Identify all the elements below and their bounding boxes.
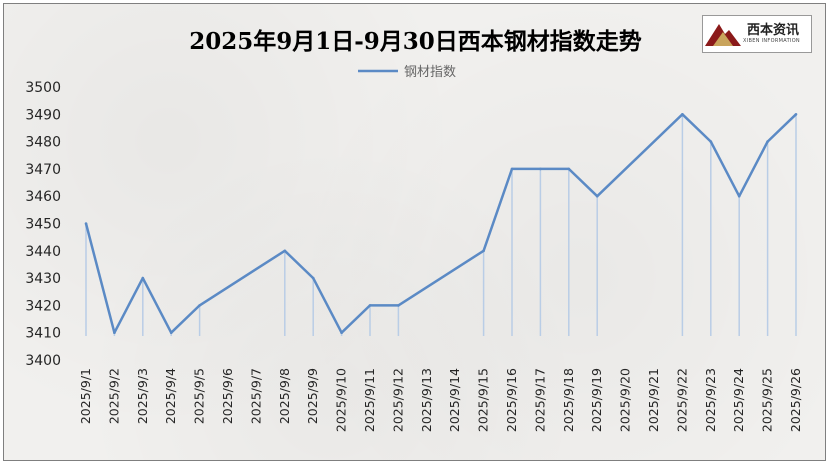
x-tick-label: 2025/9/21 [646,368,661,432]
y-tick-label: 3480 [25,135,61,151]
logo-subtext: XIBEN INFORMATION [743,38,800,44]
data-point [84,222,88,225]
series-line-steel-index [84,113,797,334]
x-tick-label: 2025/9/11 [362,368,377,432]
x-tick-label: 2025/9/6 [220,368,235,424]
data-point [113,331,116,335]
data-point [340,331,343,335]
chart-legend: 钢材指数 [358,65,456,80]
y-tick-label: 3440 [25,244,61,260]
x-tick-label: 2025/9/19 [589,368,604,432]
x-tick-label: 2025/9/16 [504,368,519,432]
x-tick-label: 2025/9/7 [248,368,263,424]
data-point [794,113,798,116]
x-tick-label: 2025/9/17 [532,368,547,432]
x-tick-label: 2025/9/4 [163,368,178,424]
chart-title: 2025年9月1日-9月30日西本钢材指数走势 [189,28,642,55]
y-axis-ticks: 3400 3410 3420 3430 3440 3450 3460 3470 3480 3490… [25,80,61,369]
data-point [766,140,769,143]
y-tick-label: 3400 [25,353,61,369]
x-tick-label: 2025/9/26 [788,368,803,432]
x-axis-ticks: 2025/9/1 2025/9/2 2025/9/3 2025/9/4 2025/9/5… [78,368,803,432]
x-tick-label: 2025/9/1 [78,368,93,424]
data-point [169,331,173,335]
brand-logo: 西本资讯 XIBEN INFORMATION [702,15,812,53]
x-tick-label: 2025/9/24 [731,368,746,432]
drop-lines [85,114,797,336]
y-tick-label: 3500 [25,80,61,96]
data-point [709,140,713,143]
y-tick-label: 3430 [25,271,61,287]
y-tick-label: 3410 [25,326,61,342]
data-point [368,304,372,307]
logo-text: 西本资讯 [747,23,800,38]
data-point [198,304,201,307]
data-point [141,276,145,280]
x-tick-label: 2025/9/8 [277,368,292,424]
x-tick-label: 2025/9/13 [419,368,434,432]
x-tick-label: 2025/9/3 [135,368,150,424]
x-tick-label: 2025/9/15 [476,368,491,432]
y-tick-label: 3450 [25,217,61,233]
data-point [567,167,571,171]
x-tick-label: 2025/9/2 [106,368,121,424]
chart-frame [3,3,826,461]
x-tick-label: 2025/9/12 [390,368,405,432]
x-tick-label: 2025/9/9 [305,368,320,424]
x-tick-label: 2025/9/23 [703,368,718,432]
y-tick-label: 3420 [25,298,61,314]
data-point [482,249,485,253]
series-lines [84,113,798,335]
data-point [311,276,315,280]
logo-mountain-icon [705,24,741,46]
x-tick-label: 2025/9/5 [192,368,207,424]
data-point [539,167,542,171]
x-tick-label: 2025/9/18 [561,368,576,432]
x-tick-label: 2025/9/14 [447,368,462,432]
data-point [510,167,514,171]
y-tick-label: 3490 [25,107,61,123]
x-tick-label: 2025/9/22 [674,368,689,432]
data-point [595,194,599,198]
y-tick-label: 3470 [25,162,61,178]
data-point [397,304,400,307]
y-tick-label: 3460 [25,189,61,205]
data-point [283,249,287,253]
data-point [681,113,684,116]
legend-label: 钢材指数 [404,65,456,80]
x-tick-label: 2025/9/20 [618,368,633,432]
x-tick-label: 2025/9/10 [334,368,349,432]
data-point [737,194,741,198]
x-tick-label: 2025/9/25 [760,368,775,432]
